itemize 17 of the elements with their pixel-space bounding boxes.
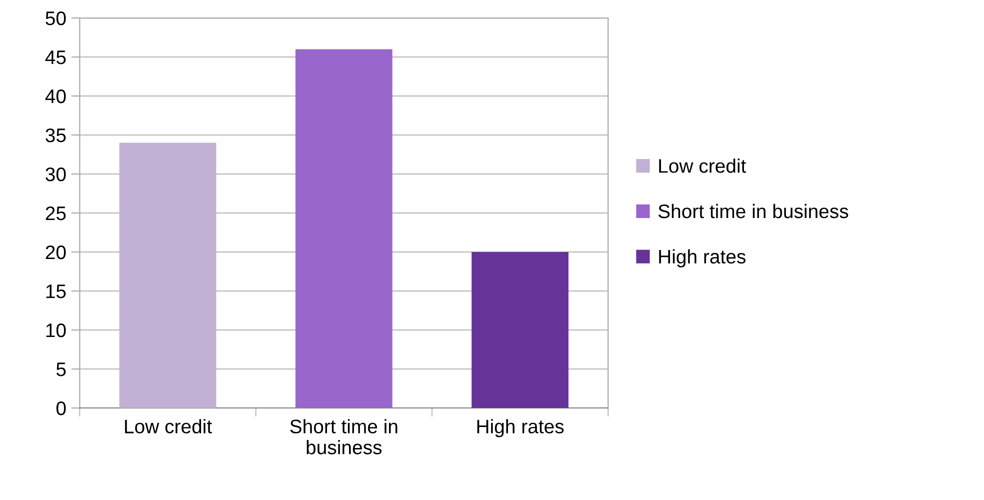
legend-label: High rates [659, 249, 746, 268]
y-tick-label: 5 [56, 362, 66, 376]
y-tick-label: 30 [46, 167, 66, 182]
y-tick-label: 45 [45, 50, 66, 64]
legend-label: Short time in business [658, 204, 848, 218]
x-tick-label: High rates [477, 419, 564, 438]
y-tick-label: 50 [46, 11, 66, 26]
x-tick-label: Low credit [125, 419, 212, 434]
y-tick-label: 35 [46, 128, 66, 142]
legend-label: Low credit [659, 158, 746, 173]
y-tick-label: 20 [46, 245, 66, 260]
y-tick-label: 10 [46, 323, 66, 338]
y-tick-label: 0 [56, 401, 66, 416]
y-tick-label: 15 [46, 284, 66, 298]
y-tick-label: 40 [45, 89, 66, 104]
y-tick-label: 25 [46, 206, 66, 220]
x-tick-label: Short time in business [290, 419, 398, 454]
